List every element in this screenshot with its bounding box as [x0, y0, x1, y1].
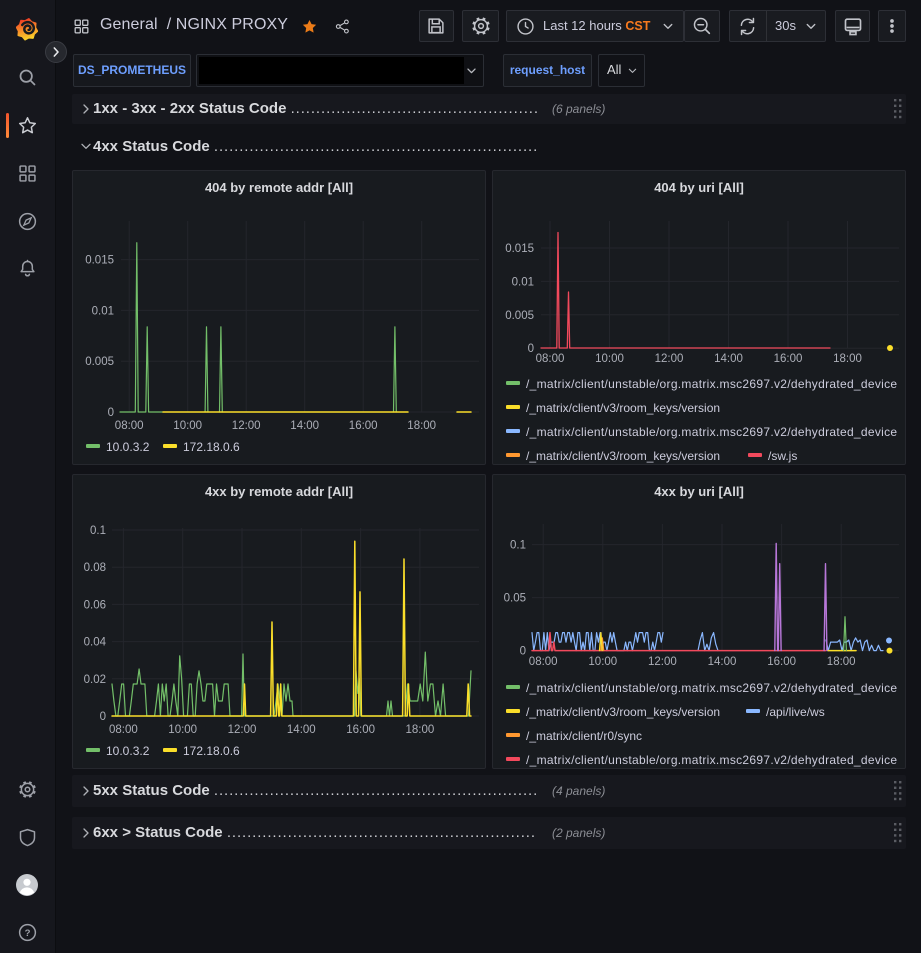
svg-text:08:00: 08:00: [109, 724, 138, 736]
svg-text:0.01: 0.01: [512, 276, 534, 288]
svg-text:0.1: 0.1: [90, 525, 106, 537]
svg-text:16:00: 16:00: [774, 353, 803, 365]
svg-text:0: 0: [108, 407, 114, 419]
svg-text:18:00: 18:00: [407, 420, 436, 432]
svg-text:10:00: 10:00: [595, 353, 624, 365]
svg-text:12:00: 12:00: [232, 420, 261, 432]
svg-text:0.06: 0.06: [84, 599, 106, 611]
svg-text:0.08: 0.08: [84, 562, 106, 574]
svg-text:08:00: 08:00: [115, 420, 144, 432]
svg-text:0.015: 0.015: [505, 243, 534, 255]
svg-text:10:00: 10:00: [588, 656, 617, 668]
svg-text:0.05: 0.05: [504, 593, 526, 605]
svg-text:0.005: 0.005: [85, 356, 114, 368]
svg-text:14:00: 14:00: [287, 724, 316, 736]
svg-text:0: 0: [520, 646, 526, 658]
svg-text:12:00: 12:00: [655, 353, 684, 365]
svg-text:12:00: 12:00: [228, 724, 257, 736]
svg-text:16:00: 16:00: [346, 724, 375, 736]
svg-text:10:00: 10:00: [168, 724, 197, 736]
svg-text:0.01: 0.01: [92, 305, 114, 317]
svg-text:0: 0: [100, 711, 106, 723]
svg-text:16:00: 16:00: [767, 656, 796, 668]
svg-text:18:00: 18:00: [827, 656, 856, 668]
svg-text:0.015: 0.015: [85, 255, 114, 267]
svg-text:0.005: 0.005: [505, 310, 534, 322]
svg-text:0: 0: [528, 343, 534, 355]
svg-text:16:00: 16:00: [349, 420, 378, 432]
svg-text:?: ?: [25, 928, 31, 939]
svg-text:08:00: 08:00: [536, 353, 565, 365]
svg-text:14:00: 14:00: [290, 420, 319, 432]
svg-text:18:00: 18:00: [406, 724, 435, 736]
svg-text:10:00: 10:00: [173, 420, 202, 432]
svg-text:08:00: 08:00: [529, 656, 558, 668]
svg-text:12:00: 12:00: [648, 656, 677, 668]
svg-text:0.02: 0.02: [84, 674, 106, 686]
svg-text:14:00: 14:00: [714, 353, 743, 365]
svg-text:0.1: 0.1: [510, 540, 526, 552]
svg-text:14:00: 14:00: [708, 656, 737, 668]
svg-text:18:00: 18:00: [833, 353, 862, 365]
svg-text:0.04: 0.04: [84, 637, 107, 649]
